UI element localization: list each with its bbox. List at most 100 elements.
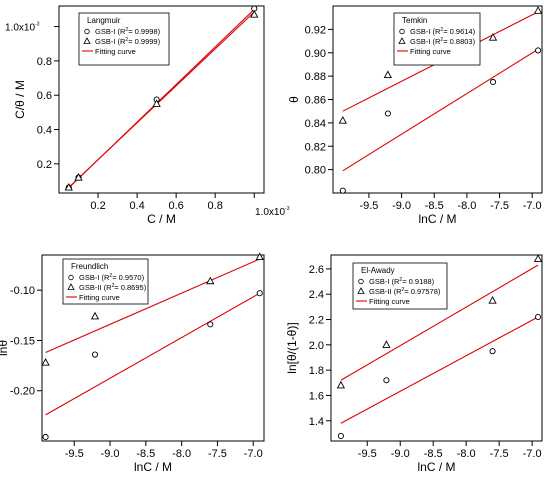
legend-marker-triangle — [398, 37, 406, 44]
y-tick-label: 0.8 — [37, 56, 52, 68]
y-tick-label: 1.4 — [309, 416, 324, 428]
legend-fit-label: Fitting curve — [410, 47, 451, 56]
y-tick-label: 2.2 — [309, 315, 324, 327]
legend-superscript: 2 — [125, 37, 128, 43]
legend-entry-series-1: GSB-I (R2= 0.9998) — [95, 27, 161, 36]
legend-marker-circle — [84, 28, 90, 35]
legend-entry-series-1: GSB-I (R2= 0.9614) — [410, 27, 476, 36]
legend-superscript: 2 — [109, 273, 112, 279]
data-point-circle — [535, 47, 542, 54]
legend-r2-value: = 0.9188) — [402, 277, 434, 286]
legend-marker-circle — [399, 28, 405, 35]
data-point-circle — [339, 187, 346, 194]
legend-series-name: GSB-I (R — [79, 273, 110, 282]
x-exponent-power: -3 — [285, 206, 290, 212]
legend-entry-series-2: GSB-I (R2= 0.8803) — [410, 37, 476, 46]
panel-3: -9.5 -9.0 -8.5 -8.0 -7.5 -7.0 -0.20 -0.15 -0.10 l… — [0, 252, 265, 474]
x-tick-label: 0.6 — [168, 200, 183, 212]
x-tick-label: -7.0 — [523, 448, 542, 460]
x-tick-label: -9.5 — [358, 448, 377, 460]
y-tick-label: 1.6 — [309, 390, 324, 402]
y-tick-label: 0.6 — [37, 90, 52, 102]
legend-r2-value: = 0.97578) — [404, 287, 441, 296]
y-tick-label: 0.92 — [305, 24, 326, 36]
legend-marker-circle — [68, 274, 74, 281]
legend-fit-label: Fitting curve — [369, 297, 410, 306]
x-tick-label: -8.5 — [425, 200, 444, 212]
legend-series-name: GSB-I (R — [410, 27, 441, 36]
data-point-triangle — [533, 6, 543, 14]
y-tick-label: 0.80 — [305, 165, 326, 177]
y-tick-label: 0.4 — [37, 125, 52, 137]
y-tick-label: 0.84 — [305, 118, 326, 130]
legend: El-Awady GSB-I (R2= 0.9188)GSB-II (R2= 0.… — [352, 262, 448, 310]
y-axis-label: θ — [287, 96, 301, 103]
x-tick-label: -8.0 — [457, 200, 476, 212]
x-tick-label: -7.5 — [490, 200, 509, 212]
legend-entry-series-2: GSB-II (R2= 0.97578) — [369, 287, 441, 296]
data-point-triangle — [255, 252, 264, 261]
fit-line-series-2 — [340, 264, 539, 381]
legend-entry-series-1: GSB-I (R2= 0.9570) — [79, 273, 145, 282]
legend-entry-series-2: GSB-II (R2= 0.8695) — [79, 283, 147, 292]
data-point-triangle — [41, 358, 50, 366]
legend-superscript: 2 — [402, 287, 405, 293]
legend-superscript: 2 — [125, 27, 128, 33]
y-tick-label: -0.20 — [10, 386, 35, 398]
y-tick-label: 0.82 — [305, 141, 326, 153]
legend-title: Freundlich — [71, 262, 108, 271]
x-tick-label: -9.5 — [359, 200, 378, 212]
data-point-triangle — [488, 33, 498, 41]
y-tick-label: 0.2 — [37, 159, 52, 171]
x-tick-label: 0.8 — [208, 200, 223, 212]
legend-box — [62, 258, 149, 305]
x-tick-label: -9.0 — [392, 200, 411, 212]
legend-series-name: GSB-I (R — [369, 277, 400, 286]
x-tick-label: -7.0 — [523, 200, 542, 212]
y-tick-label: 2.6 — [309, 264, 324, 276]
legend-entry-series-1: GSB-I (R2= 0.9188) — [369, 277, 435, 286]
legend-box — [352, 262, 448, 310]
data-point-triangle — [152, 99, 161, 107]
x-tick-label: -8.0 — [457, 448, 476, 460]
panel-2: -9.5 -9.0 -8.5 -8.0 -7.5 -7.0 0.80 0.82 0.84 0.86… — [287, 5, 543, 226]
x-axis-label: lnC / M — [417, 460, 455, 474]
y-tick-label: 2.0 — [309, 340, 324, 352]
y-tick-label: -0.15 — [10, 335, 35, 347]
legend-fit-label: Fitting curve — [79, 293, 120, 302]
legend: Langmuir GSB-I (R2= 0.9998)GSB-I (R2= 0.9… — [78, 12, 170, 66]
y-tick-label: 0.86 — [305, 95, 326, 107]
legend-box — [78, 12, 170, 66]
data-point-triangle — [336, 380, 346, 389]
legend-title: Langmuir — [87, 16, 121, 25]
legend-series-name: GSB-I (R — [95, 27, 126, 36]
data-point-circle — [207, 321, 214, 328]
plot-frame — [330, 254, 543, 442]
x-tick-label: -9.0 — [101, 448, 120, 460]
legend-r2-value: = 0.9998) — [128, 27, 160, 36]
data-point-circle — [384, 110, 391, 117]
x-tick-label: -7.0 — [244, 448, 263, 460]
y-tick-label: 0.90 — [305, 48, 326, 60]
legend-r2-value: = 0.9614) — [443, 27, 475, 36]
panel-1: 0.2 0.4 0.6 0.8 0.2 0.4 0.6 0.8 C / M C/θ / M 1.0x… — [5, 5, 290, 226]
x-tick-label: -7.5 — [208, 448, 227, 460]
x-exponent-label: 1.0x10-3 — [255, 206, 290, 218]
y-axis-label: ln[θ/(1-θ)] — [285, 322, 299, 373]
legend: Freundlich GSB-I (R2= 0.9570)GSB-II (R2= … — [62, 258, 149, 305]
x-tick-label: 0.2 — [90, 200, 105, 212]
y-axis-label: lnθ — [0, 340, 10, 356]
y-tick-label: 2.4 — [309, 289, 324, 301]
data-point-circle — [489, 78, 497, 86]
legend-entry-series-2: GSB-I (R2= 0.9999) — [95, 37, 161, 46]
x-tick-label: -7.5 — [490, 448, 509, 460]
data-point-triangle — [338, 116, 347, 124]
legend-superscript: 2 — [112, 283, 115, 289]
x-tick-label: -9.5 — [65, 448, 84, 460]
legend-marker-triangle — [67, 283, 75, 290]
legend-r2-value: = 0.8803) — [443, 37, 475, 46]
y-tick-label: -0.10 — [10, 285, 35, 297]
data-point-triangle — [250, 10, 259, 18]
legend-title: El-Awady — [361, 266, 395, 275]
legend-r2-value: = 0.8695) — [114, 283, 146, 292]
